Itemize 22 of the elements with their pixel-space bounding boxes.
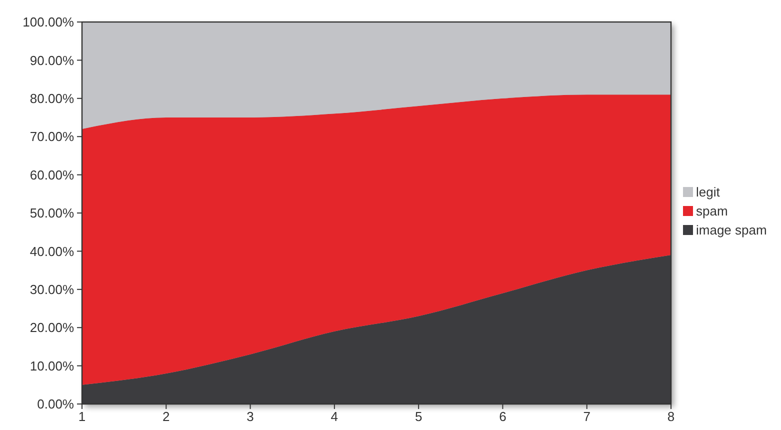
y-tick-label: 70.00% [30,129,74,144]
y-tick-label: 10.00% [30,358,74,374]
y-tick-label: 20.00% [30,320,74,336]
x-tick-label: 3 [246,409,254,424]
x-tick-label: 1 [78,409,86,424]
x-tick-label: 7 [583,409,590,424]
legend-label: image spam [696,222,767,238]
y-tick-label: 50.00% [30,206,74,221]
x-tick-label: 8 [667,409,675,424]
y-tick-label: 100.00% [22,14,74,30]
y-tick-label: 0.00% [37,396,74,412]
y-tick-label: 80.00% [30,90,74,106]
x-tick-label: 4 [330,409,338,424]
y-tick-label: 30.00% [30,282,74,297]
x-tick-label: 2 [162,409,170,424]
y-tick-label: 90.00% [30,52,74,68]
legend-label: spam [696,204,728,219]
y-tick-label: 40.00% [30,244,74,259]
x-tick-label: 6 [499,409,506,424]
legend-label: legit [696,184,720,200]
x-tick-label: 5 [414,409,422,424]
y-tick-label: 60.00% [30,167,74,182]
